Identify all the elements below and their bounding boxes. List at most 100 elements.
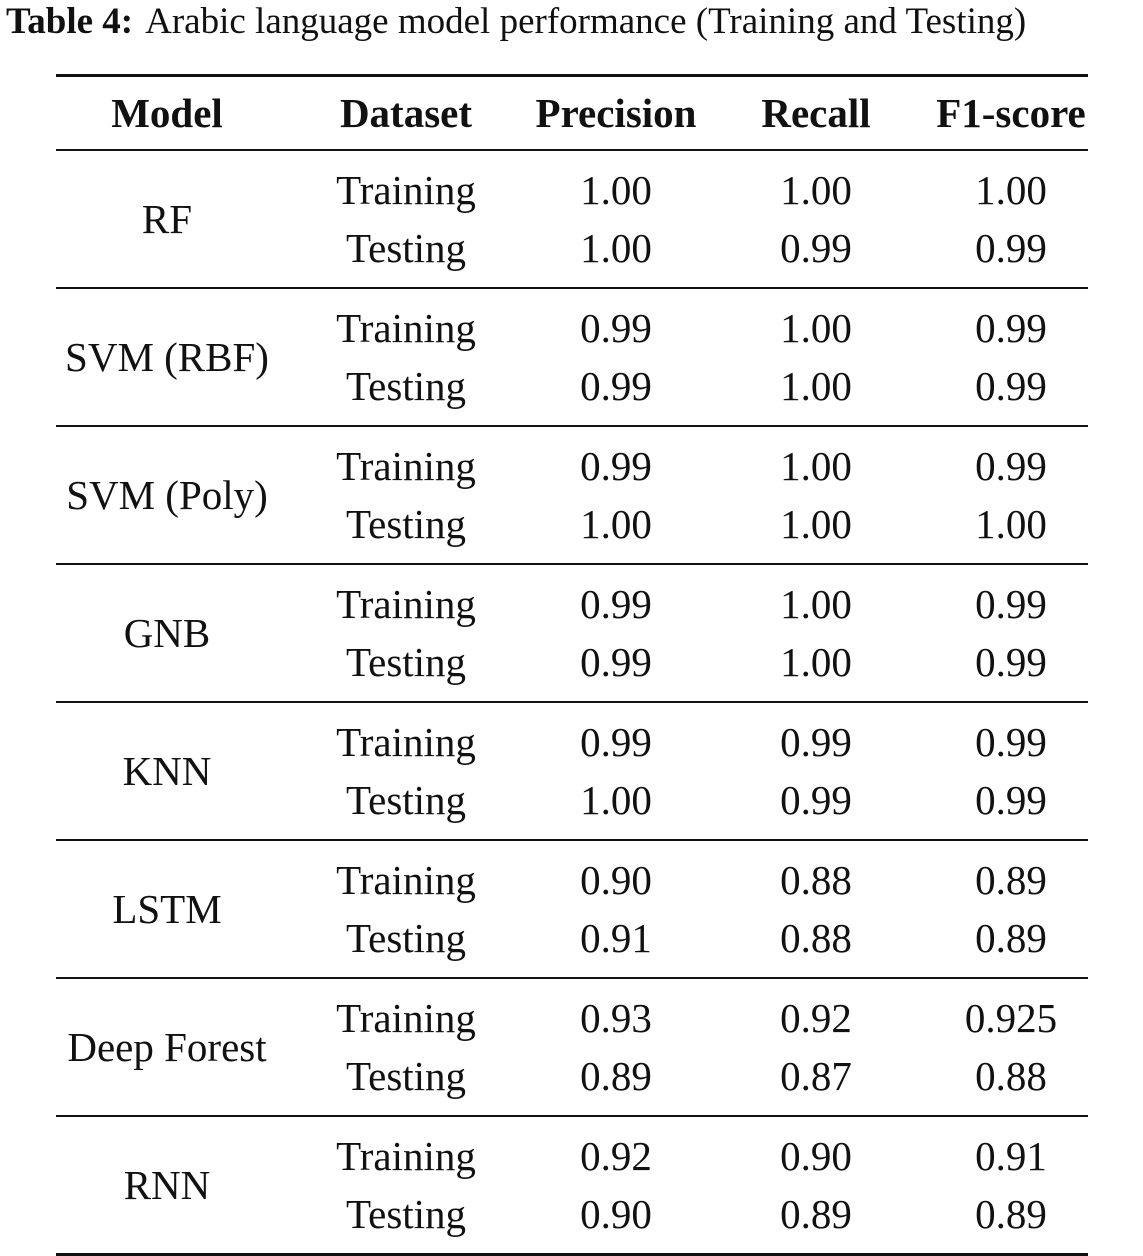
table-row: Testing 1.00 0.99 0.99: [278, 219, 1088, 277]
recall-cell: 0.99: [780, 719, 852, 765]
table-row: Testing 0.91 0.88 0.89: [278, 909, 1088, 967]
f1-score-cell: 0.99: [975, 581, 1047, 627]
model-rows: Training 0.99 1.00 0.99 Testing 0.99 1.00 0.99: [278, 575, 1088, 691]
row-divider: [56, 563, 1088, 565]
dataset-cell: Testing: [345, 501, 467, 547]
dataset-cell: Testing: [345, 777, 467, 823]
dataset-cell: Training: [336, 995, 476, 1041]
recall-cell: 0.90: [780, 1133, 852, 1179]
precision-cell: 0.99: [580, 305, 652, 351]
model-group: SVM (RBF) Training 0.99 1.00 0.99 Testing 0.99…: [56, 289, 1088, 425]
precision-cell: 0.90: [580, 857, 652, 903]
recall-cell: 0.88: [780, 915, 852, 961]
model-rows: Training 0.99 0.99 0.99 Testing 1.00 0.99 0.99: [278, 713, 1088, 829]
header-model: Model: [111, 90, 223, 136]
precision-cell: 1.00: [580, 777, 652, 823]
precision-cell: 0.99: [580, 581, 652, 627]
dataset-cell: Testing: [345, 1053, 467, 1099]
precision-cell: 0.89: [580, 1053, 652, 1099]
f1-score-cell: 0.89: [975, 915, 1047, 961]
table-row: Testing 1.00 0.99 0.99: [278, 771, 1088, 829]
model-rows: Training 0.90 0.88 0.89 Testing 0.91 0.88 0.89: [278, 851, 1088, 967]
recall-cell: 0.88: [780, 857, 852, 903]
dataset-cell: Testing: [345, 639, 467, 685]
model-group: LSTM Training 0.90 0.88 0.89 Testing 0.91 0.88 0…: [56, 841, 1088, 977]
f1-score-cell: 0.91: [975, 1133, 1047, 1179]
row-divider: [56, 1115, 1088, 1117]
row-divider: [56, 701, 1088, 703]
dataset-cell: Training: [336, 1133, 476, 1179]
f1-score-cell: 0.99: [975, 639, 1047, 685]
table-body: RF Training 1.00 1.00 1.00 Testing 1.00 0.99 0.9…: [56, 149, 1088, 1256]
f1-score-cell: 0.99: [975, 225, 1047, 271]
table-caption: Table 4: Arabic language model performanc…: [6, 0, 1026, 44]
header-precision: Precision: [535, 90, 697, 136]
precision-cell: 0.91: [580, 915, 652, 961]
model-name-cell: RNN: [123, 1162, 211, 1208]
table-row: Training 0.99 1.00 0.99: [278, 575, 1088, 633]
recall-cell: 0.87: [780, 1053, 852, 1099]
f1-score-cell: 0.99: [975, 363, 1047, 409]
model-rows: Training 0.99 1.00 0.99 Testing 1.00 1.00 1.00: [278, 437, 1088, 553]
f1-score-cell: 1.00: [975, 501, 1047, 547]
header-recall: Recall: [761, 90, 871, 136]
model-name-cell: RF: [141, 196, 193, 242]
model-group: KNN Training 0.99 0.99 0.99 Testing 1.00 0.99 0.…: [56, 703, 1088, 839]
top-rule: [56, 74, 1088, 77]
row-divider: [56, 287, 1088, 289]
caption-label: Table 4:: [6, 1, 134, 42]
model-rows: Training 0.99 1.00 0.99 Testing 0.99 1.00 0.99: [278, 299, 1088, 415]
precision-cell: 0.90: [580, 1191, 652, 1237]
dataset-cell: Testing: [345, 915, 467, 961]
f1-score-cell: 0.89: [975, 1191, 1047, 1237]
table-row: Training 1.00 1.00 1.00: [278, 161, 1088, 219]
dataset-cell: Training: [336, 443, 476, 489]
model-rows: Training 0.92 0.90 0.91 Testing 0.90 0.89 0.89: [278, 1127, 1088, 1243]
recall-cell: 0.92: [780, 995, 852, 1041]
dataset-cell: Training: [336, 167, 476, 213]
table-row: Training 0.92 0.90 0.91: [278, 1127, 1088, 1185]
f1-score-cell: 0.99: [975, 305, 1047, 351]
dataset-cell: Testing: [345, 1191, 467, 1237]
recall-cell: 1.00: [780, 581, 852, 627]
dataset-cell: Training: [336, 305, 476, 351]
recall-cell: 1.00: [780, 501, 852, 547]
table-row: Testing 1.00 1.00 1.00: [278, 495, 1088, 553]
model-group: Deep Forest Training 0.93 0.92 0.925 Testing 0…: [56, 979, 1088, 1115]
model-group: GNB Training 0.99 1.00 0.99 Testing 0.99 1.00 0.…: [56, 565, 1088, 701]
model-name-cell: GNB: [123, 610, 211, 656]
dataset-cell: Testing: [345, 225, 467, 271]
f1-score-cell: 0.88: [975, 1053, 1047, 1099]
f1-score-cell: 0.925: [964, 995, 1058, 1041]
precision-cell: 0.99: [580, 639, 652, 685]
f1-score-cell: 0.89: [975, 857, 1047, 903]
precision-cell: 0.99: [580, 719, 652, 765]
model-name-cell: KNN: [122, 748, 212, 794]
f1-score-cell: 0.99: [975, 777, 1047, 823]
recall-cell: 1.00: [780, 639, 852, 685]
f1-score-cell: 0.99: [975, 443, 1047, 489]
recall-cell: 0.99: [780, 777, 852, 823]
recall-cell: 1.00: [780, 363, 852, 409]
results-table: Model Dataset Precision Recall F1-score …: [56, 74, 1088, 1256]
model-name-cell: SVM (Poly): [66, 472, 268, 518]
recall-cell: 1.00: [780, 443, 852, 489]
row-divider: [56, 149, 1088, 151]
model-rows: Training 1.00 1.00 1.00 Testing 1.00 0.99 0.99: [278, 161, 1088, 277]
model-group: RNN Training 0.92 0.90 0.91 Testing 0.90 0.89 0.…: [56, 1117, 1088, 1253]
precision-cell: 1.00: [580, 167, 652, 213]
precision-cell: 1.00: [580, 225, 652, 271]
precision-cell: 1.00: [580, 501, 652, 547]
row-divider: [56, 839, 1088, 841]
precision-cell: 0.93: [580, 995, 652, 1041]
table-row: Testing 0.99 1.00 0.99: [278, 633, 1088, 691]
header-dataset: Dataset: [339, 90, 473, 136]
table-row: Training 0.93 0.92 0.925: [278, 989, 1088, 1047]
caption-text: Arabic language model performance (Train…: [145, 1, 1027, 42]
table-row: Testing 0.90 0.89 0.89: [278, 1185, 1088, 1243]
recall-cell: 1.00: [780, 305, 852, 351]
model-name-cell: LSTM: [112, 886, 222, 932]
precision-cell: 0.99: [580, 443, 652, 489]
table-row: Training 0.99 0.99 0.99: [278, 713, 1088, 771]
dataset-cell: Training: [336, 581, 476, 627]
